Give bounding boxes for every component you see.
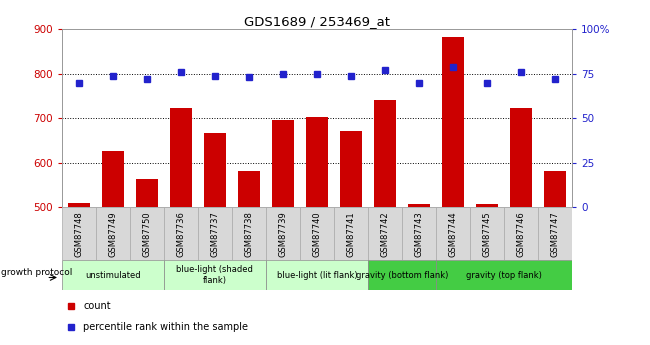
Title: GDS1689 / 253469_at: GDS1689 / 253469_at	[244, 15, 390, 28]
Text: GSM87740: GSM87740	[313, 211, 321, 257]
Bar	[136, 179, 158, 207]
Bar	[374, 99, 396, 207]
Bar	[62, 260, 164, 290]
Text: GSM87736: GSM87736	[176, 211, 185, 257]
Bar	[334, 207, 368, 260]
Bar	[538, 207, 572, 260]
Text: GSM87738: GSM87738	[244, 211, 254, 257]
Bar	[203, 133, 226, 207]
Text: GSM87742: GSM87742	[380, 211, 389, 257]
Bar	[198, 207, 232, 260]
Text: GSM87748: GSM87748	[74, 211, 83, 257]
Text: count: count	[83, 301, 111, 311]
Bar	[510, 108, 532, 207]
Text: gravity (bottom flank): gravity (bottom flank)	[356, 270, 448, 280]
Bar	[164, 207, 198, 260]
Text: GSM87750: GSM87750	[142, 211, 151, 257]
Bar	[62, 207, 96, 260]
Bar	[368, 207, 402, 260]
Text: blue-light (lit flank): blue-light (lit flank)	[276, 270, 358, 280]
Text: blue-light (shaded
flank): blue-light (shaded flank)	[176, 265, 254, 285]
Text: GSM87743: GSM87743	[415, 211, 423, 257]
Bar	[476, 204, 498, 207]
Text: GSM87737: GSM87737	[211, 211, 219, 257]
Text: percentile rank within the sample: percentile rank within the sample	[83, 322, 248, 332]
Bar	[504, 207, 538, 260]
Bar	[164, 260, 266, 290]
Text: growth protocol: growth protocol	[1, 268, 73, 277]
Bar	[101, 151, 124, 207]
Text: GSM87745: GSM87745	[482, 211, 491, 257]
Bar	[170, 108, 192, 207]
Text: gravity (top flank): gravity (top flank)	[466, 270, 542, 280]
Bar	[266, 207, 300, 260]
Text: unstimulated: unstimulated	[85, 270, 140, 280]
Text: GSM87744: GSM87744	[448, 211, 458, 257]
Bar	[408, 204, 430, 207]
Text: GSM87749: GSM87749	[109, 211, 117, 257]
Bar	[470, 207, 504, 260]
Bar	[238, 171, 260, 207]
Text: GSM87739: GSM87739	[278, 211, 287, 257]
Text: GSM87746: GSM87746	[517, 211, 525, 257]
Bar	[368, 260, 436, 290]
Bar	[544, 171, 566, 207]
Bar	[436, 207, 470, 260]
Bar	[272, 120, 294, 207]
Bar	[130, 207, 164, 260]
Bar	[436, 260, 572, 290]
Text: GSM87747: GSM87747	[551, 211, 560, 257]
Bar	[232, 207, 266, 260]
Bar	[68, 203, 90, 207]
Bar	[306, 117, 328, 207]
Bar	[266, 260, 368, 290]
Bar	[300, 207, 334, 260]
Bar	[442, 37, 464, 207]
Bar	[96, 207, 130, 260]
Bar	[340, 131, 362, 207]
Bar	[402, 207, 436, 260]
Text: GSM87741: GSM87741	[346, 211, 356, 257]
